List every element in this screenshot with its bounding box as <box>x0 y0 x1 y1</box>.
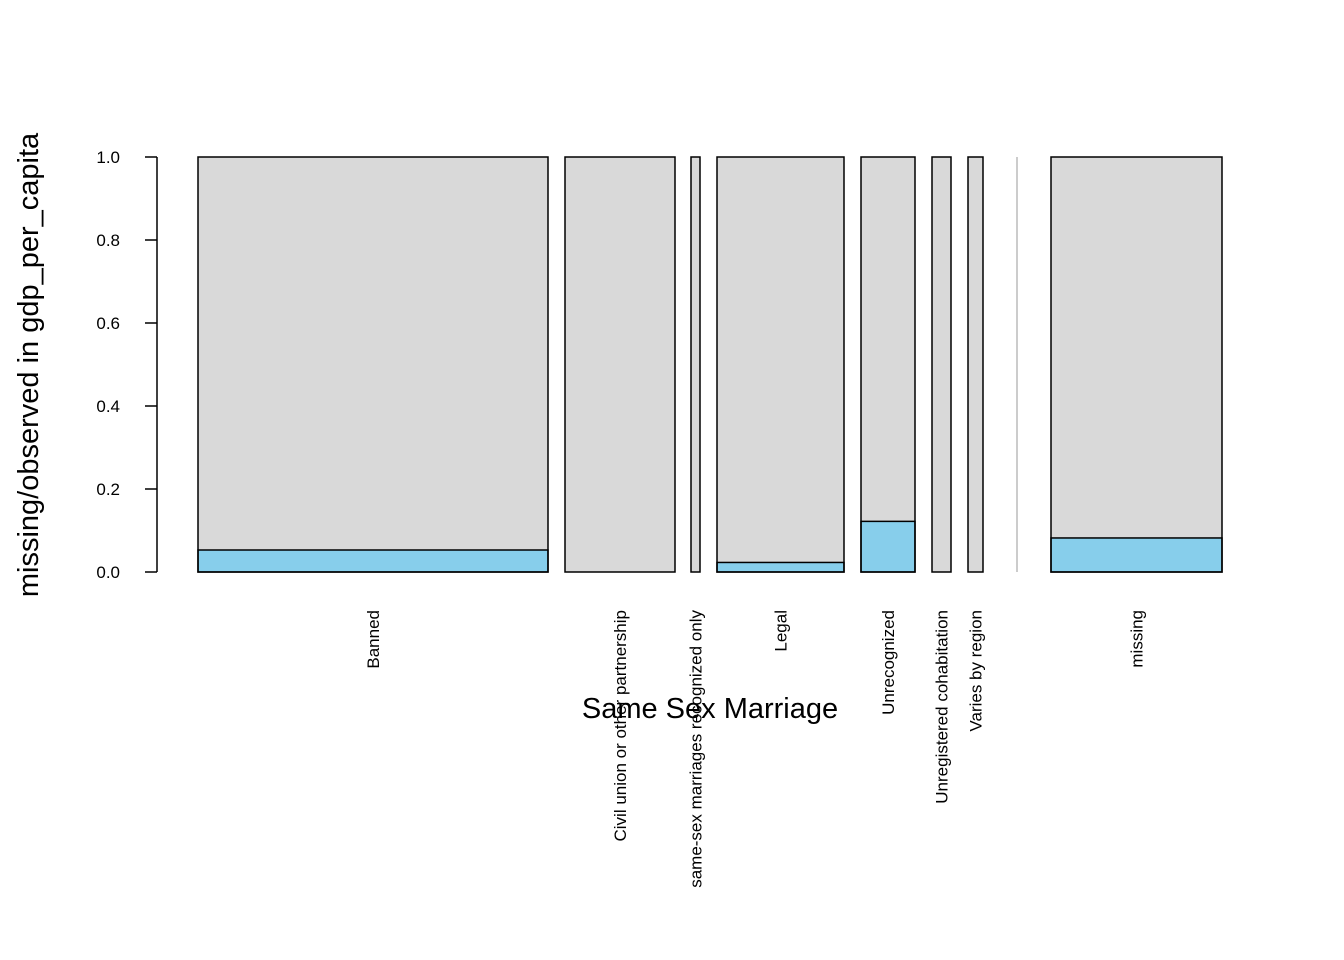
category-label: Varies by region <box>967 610 986 732</box>
bar-outline <box>860 156 916 573</box>
bar-observed <box>565 157 675 572</box>
bar-outline <box>967 156 984 573</box>
bar-outline <box>931 156 952 573</box>
y-tick-label: 1.0 <box>96 148 120 167</box>
bar-observed <box>932 157 951 572</box>
bar-missing <box>1050 537 1223 573</box>
category-label: same-sex marriages recognized only <box>687 610 706 888</box>
bar-group <box>860 156 916 573</box>
category-label: Banned <box>364 610 383 669</box>
y-tick-label: 0.2 <box>96 480 120 499</box>
y-tick-label: 0.6 <box>96 314 120 333</box>
bars <box>197 156 1223 573</box>
bar-outline <box>564 156 676 573</box>
category-label: Unrecognized <box>879 610 898 715</box>
bar-group <box>197 156 549 573</box>
bar-group <box>716 156 845 573</box>
bar-group <box>967 156 984 573</box>
y-axis-title: missing/observed in gdp_per_capita <box>13 132 45 597</box>
y-tick-label: 0.8 <box>96 231 120 250</box>
bar-missing <box>716 561 845 573</box>
bar-outline <box>1050 156 1223 573</box>
bar-observed <box>1051 157 1222 572</box>
bar-observed <box>968 157 983 572</box>
bar-group <box>690 156 701 573</box>
bar-group <box>564 156 676 573</box>
y-axis: 0.0 0.2 0.4 0.6 0.8 1.0 <box>96 148 158 582</box>
bar-missing <box>197 549 549 573</box>
bar-observed <box>198 157 548 572</box>
bar-missing <box>860 520 916 573</box>
bar-observed <box>691 157 700 572</box>
category-label: Civil union or other partnership <box>611 610 630 842</box>
bar-outline <box>716 156 845 573</box>
bar-group <box>931 156 952 573</box>
bar-outline <box>690 156 701 573</box>
bar-outline <box>197 156 549 573</box>
category-labels: Banned Civil union or other partnership sa… <box>364 610 1147 888</box>
category-label: Legal <box>772 610 791 652</box>
bar-group <box>1050 156 1223 573</box>
category-label: missing <box>1128 610 1147 668</box>
bar-observed <box>861 157 915 572</box>
y-tick-label: 0.0 <box>96 563 120 582</box>
y-tick-label: 0.4 <box>96 397 120 416</box>
bar-observed <box>717 157 844 572</box>
x-axis-title: Same Sex Marriage <box>582 693 838 725</box>
category-label: Unregistered cohabitation <box>933 610 952 804</box>
